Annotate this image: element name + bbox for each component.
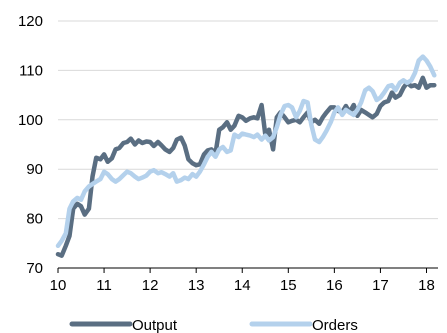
y-tick-label: 120	[18, 13, 43, 30]
x-tick-label: 16	[326, 277, 343, 294]
legend-label-output: Output	[132, 317, 178, 333]
legend-label-orders: Orders	[312, 317, 358, 333]
x-tick-label: 12	[142, 277, 159, 294]
x-tick-label: 14	[234, 277, 251, 294]
series-line-orders	[55, 54, 437, 249]
x-tick-label: 18	[418, 277, 435, 294]
y-tick-label: 70	[26, 260, 43, 277]
y-tick-label: 110	[19, 62, 43, 79]
y-tick-label: 100	[18, 112, 43, 129]
x-tick-label: 10	[50, 277, 67, 294]
y-axis-tick-labels: 70 80 90 100 110 120	[18, 13, 43, 277]
series-line-output	[55, 75, 437, 258]
y-tick-label: 80	[26, 211, 43, 228]
x-tick-label: 17	[372, 277, 389, 294]
legend: Output Orders	[69, 317, 358, 333]
x-tick-label: 11	[96, 277, 112, 294]
x-tick-label: 13	[188, 277, 205, 294]
series-lines	[55, 54, 437, 258]
x-tick-label: 15	[280, 277, 297, 294]
x-axis-tick-labels: 10 11 12 13 14 15 16 17 18	[50, 268, 435, 294]
y-tick-label: 90	[26, 161, 43, 178]
